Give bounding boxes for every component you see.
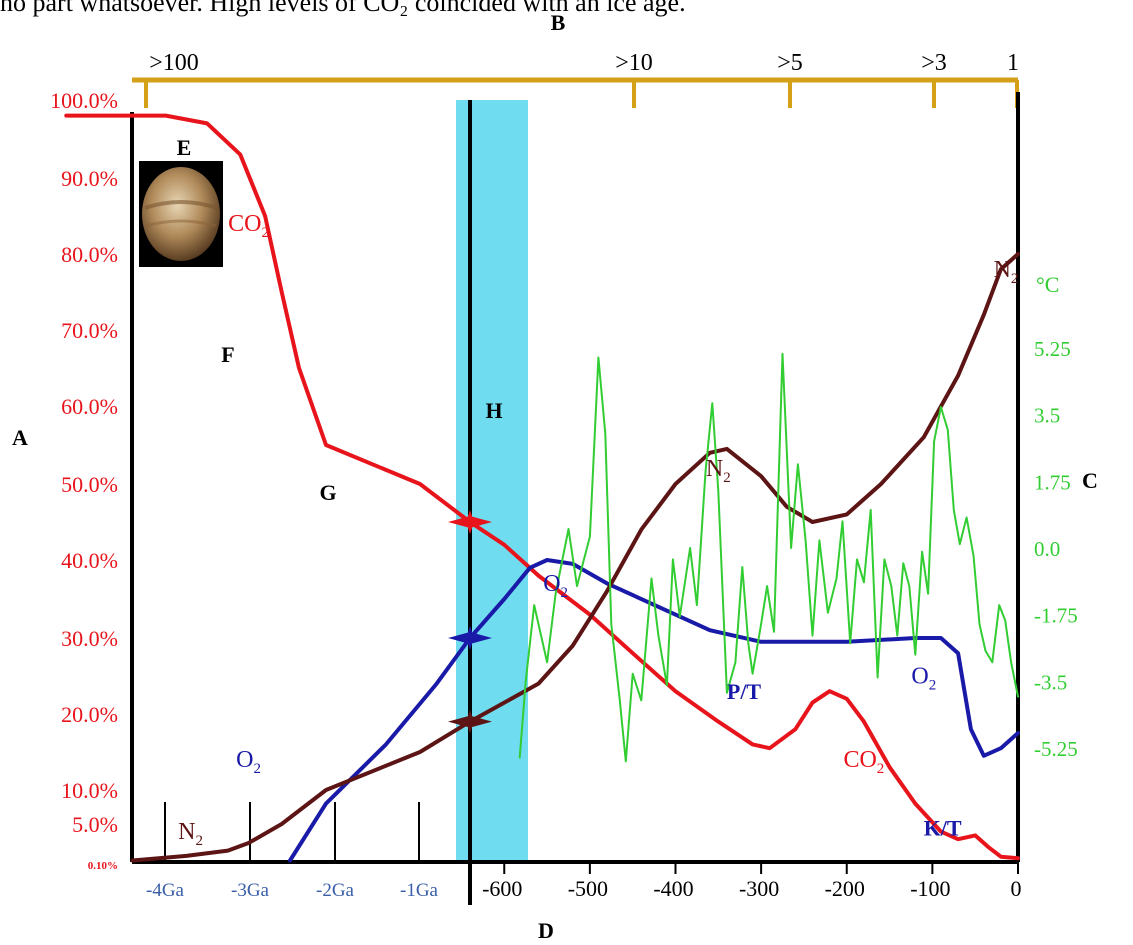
right-axis-label: -1.75 — [1034, 604, 1078, 628]
my-axis-label: -200 — [825, 876, 865, 901]
my-axis-label: -600 — [482, 876, 522, 901]
my-axis-label: -500 — [568, 876, 608, 901]
curve-label: O2 — [543, 571, 568, 601]
series-o2 — [288, 558, 1020, 863]
left-axis-label: 40.0% — [61, 548, 118, 573]
curve-label: CO2 — [843, 747, 884, 777]
series-temperature — [518, 352, 1019, 763]
right-axis-label: 3.5 — [1034, 404, 1060, 428]
planet-thumbnail — [139, 161, 223, 267]
letter-h: H — [485, 398, 502, 423]
curve-label: CO2 — [228, 211, 269, 241]
curve-label: N2 — [178, 819, 203, 849]
ga-axis-label: -4Ga — [146, 880, 185, 901]
left-axis-label: 50.0% — [61, 472, 118, 497]
letter-g: G — [319, 480, 336, 505]
series-co2 — [64, 113, 1020, 861]
planet-band — [145, 219, 217, 228]
top-axis-label: 1 — [1007, 50, 1019, 76]
right-axis-unit: °C — [1036, 272, 1059, 297]
curve-label: O2 — [911, 664, 936, 694]
ga-axis-label: -3Ga — [231, 880, 270, 901]
left-axis-label: 90.0% — [61, 166, 118, 191]
letter-c: C — [1082, 468, 1098, 493]
my-axis-label: -400 — [653, 876, 693, 901]
letter-b: B — [551, 10, 566, 35]
top-axis-label: >5 — [777, 50, 803, 76]
caption-fragment: no part whatsoever. High levels of CO₂ c… — [0, 0, 686, 17]
series-n2 — [130, 252, 1020, 863]
right-axis-label: -5.25 — [1034, 737, 1078, 761]
top-axis-label: >10 — [615, 50, 653, 76]
left-axis-label: 5.0% — [72, 812, 118, 837]
intersection-marker — [448, 626, 492, 650]
letter-e: E — [177, 135, 192, 160]
event-label: K/T — [924, 815, 962, 840]
event-label: P/T — [727, 679, 762, 704]
right-axis-label: 5.25 — [1034, 337, 1071, 361]
ga-axis-label: -1Ga — [400, 880, 439, 901]
my-axis-label: -300 — [739, 876, 779, 901]
letter-f: F — [221, 342, 234, 367]
right-axis-label: 1.75 — [1034, 470, 1071, 494]
left-axis-label: 70.0% — [61, 318, 118, 343]
planet-band — [144, 200, 218, 210]
letter-a: A — [12, 425, 28, 450]
curve-label: N2 — [706, 456, 731, 486]
left-axis-label: 30.0% — [61, 626, 118, 651]
left-axis-label: 100.0% — [50, 88, 118, 113]
letter-d: D — [538, 918, 554, 943]
left-axis-label: 60.0% — [61, 394, 118, 419]
highlight-band — [456, 100, 528, 862]
top-axis-label: >3 — [921, 50, 947, 76]
left-axis-label: 80.0% — [61, 242, 118, 267]
left-axis-label: 20.0% — [61, 702, 118, 727]
curve-label: O2 — [236, 747, 261, 777]
planet-icon — [142, 167, 220, 261]
right-axis-label: -3.5 — [1034, 670, 1067, 694]
left-axis-label: 10.0% — [61, 778, 118, 803]
ga-axis-label: -2Ga — [316, 880, 355, 901]
intersection-marker — [448, 510, 492, 534]
left-axis-label: 0.10% — [88, 860, 118, 872]
top-axis-label: >100 — [149, 50, 199, 76]
my-axis-label: -100 — [910, 876, 950, 901]
curve-label: N2 — [994, 257, 1019, 287]
right-axis-label: 0.0 — [1034, 537, 1060, 561]
intersection-marker — [448, 709, 492, 734]
my-axis-label: 0 — [1011, 876, 1022, 901]
